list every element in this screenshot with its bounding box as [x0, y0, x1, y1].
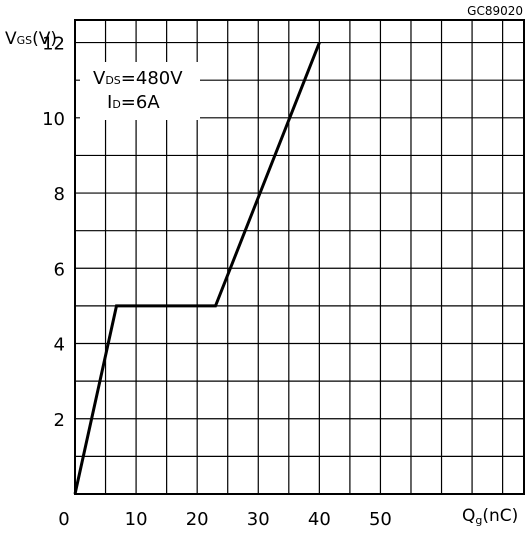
x-tick-label: 50 — [369, 509, 392, 530]
plot-frame — [74, 19, 525, 495]
x-tick-label: 20 — [186, 509, 209, 530]
x-tick-label: 40 — [308, 509, 331, 530]
y-tick-label: 2 — [54, 410, 65, 431]
series-group — [73, 42, 321, 495]
annotation-id: ID=6A — [107, 92, 160, 113]
x-tick-label: 0 — [58, 509, 69, 530]
x-tick-label: 10 — [125, 509, 148, 530]
x-axis-label: Qg(nC) — [462, 506, 518, 527]
figure-id: GC89020 — [467, 4, 523, 18]
y-tick-labels: 2 4 6 8 10 12 — [42, 34, 65, 431]
y-tick-label: 12 — [42, 34, 65, 55]
y-axis-label: VGS(V) — [5, 29, 57, 49]
annotation-vds: VDS=480V — [93, 68, 183, 89]
chart-grid — [75, 20, 524, 494]
y-tick-label: 8 — [54, 184, 65, 205]
y-tick-label: 4 — [54, 335, 65, 356]
annotation-box — [80, 62, 200, 120]
y-tick-label: 6 — [54, 259, 65, 280]
x-tick-labels: 0 10 20 30 40 50 — [58, 509, 392, 530]
x-tick-label: 30 — [247, 509, 270, 530]
y-tick-label: 10 — [42, 109, 65, 130]
series-line — [73, 42, 321, 495]
